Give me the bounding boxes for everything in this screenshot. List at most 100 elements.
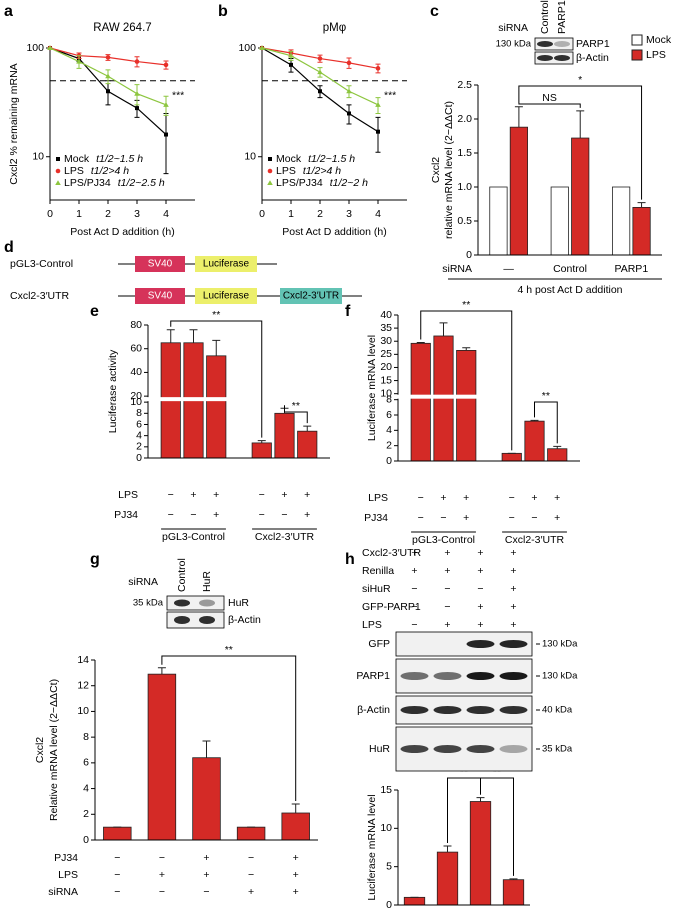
x-axis-label: Post Act D addition (h) <box>282 226 386 238</box>
point <box>105 73 111 79</box>
condition-sign: − <box>168 489 174 501</box>
blot-row-label: β-Actin <box>576 52 609 64</box>
condition-sign: + <box>304 509 310 521</box>
blot-band <box>499 672 528 680</box>
error-bar <box>514 106 523 128</box>
y-tick-label: 6 <box>83 757 89 769</box>
y-tick-label: 2.0 <box>457 113 472 125</box>
condition-sign: − <box>259 489 265 501</box>
significance-label: ** <box>225 644 233 656</box>
point <box>259 45 265 50</box>
condition-sign: + <box>293 852 299 864</box>
condition-sign: − <box>509 512 515 524</box>
blot-row-label: GFP <box>368 638 390 650</box>
bar <box>571 137 590 256</box>
legend-marker <box>267 180 273 185</box>
condition-sign: + <box>159 869 165 881</box>
condition-sign: − <box>444 601 450 613</box>
error-bar <box>530 419 539 422</box>
condition-sign: − <box>190 509 196 521</box>
error-bar <box>163 112 169 175</box>
condition-name: LPS <box>58 869 78 881</box>
y-tick-label: 4 <box>386 424 392 436</box>
legend-half-life: t1/2~1.5 h <box>308 153 355 165</box>
point <box>134 90 140 96</box>
blot-band <box>499 745 528 753</box>
legend-half-life: t1/2~2 h <box>330 177 368 189</box>
x-axis-label: Post Act D addition (h) <box>70 226 174 238</box>
bar <box>456 350 477 462</box>
point <box>289 62 293 67</box>
category-title: siRNA <box>442 263 472 275</box>
point <box>135 106 139 111</box>
condition-sign: + <box>293 869 299 881</box>
legend-label: Mock <box>646 34 672 46</box>
blot-lane-label: PARP1 <box>556 0 568 34</box>
y-tick-label: 6 <box>386 409 392 421</box>
blot-row-label: HuR <box>369 743 390 755</box>
bar <box>403 896 426 906</box>
condition-sign: + <box>477 601 483 613</box>
y-tick-label: 15 <box>380 784 392 796</box>
y-axis-label: relative mRNA level (2−ΔΔCt) <box>443 101 455 239</box>
point <box>346 88 352 94</box>
point <box>317 56 323 61</box>
significance-label: ** <box>493 766 501 778</box>
y-tick-label: 10 <box>77 705 89 717</box>
legend-label: Mock <box>276 153 302 165</box>
y-tick-label: 0 <box>83 834 89 846</box>
y-tick-label: 14 <box>77 654 89 666</box>
condition-sign: + <box>444 565 450 577</box>
bar <box>632 206 651 256</box>
condition-sign: + <box>440 492 446 504</box>
condition-sign: + <box>463 492 469 504</box>
legend-half-life: t1/2>4 h <box>91 165 129 177</box>
y-tick-label: 2.5 <box>457 79 472 91</box>
panel-letter: e <box>90 303 99 320</box>
legend-marker <box>55 168 61 174</box>
significance-bracket <box>170 320 263 438</box>
y-tick-label: 40 <box>130 366 142 378</box>
error-bar <box>439 322 448 336</box>
construct-element <box>195 256 257 272</box>
construct-element-label: Luciferase <box>203 259 250 270</box>
blot-row-label: PARP1 <box>576 38 610 50</box>
point <box>134 59 140 64</box>
y-tick-label: 100 <box>238 42 256 54</box>
legend-half-life: t1/2~1.5 h <box>96 153 143 165</box>
group-label: Cxcl2-3′UTR <box>505 534 565 546</box>
x-tick-label: 0 <box>47 208 53 220</box>
y-axis-label: Cxcl2 <box>34 737 46 763</box>
condition-sign: + <box>293 886 299 898</box>
x-tick-label: 3 <box>134 208 140 220</box>
condition-sign: − <box>411 583 417 595</box>
point <box>105 55 111 60</box>
category-label: PARP1 <box>615 263 649 275</box>
panel-letter: g <box>90 551 100 568</box>
y-tick-label: 6 <box>136 418 142 430</box>
legend-label: LPS <box>276 165 296 177</box>
blot-lane-label: HuR <box>201 571 213 592</box>
legend-swatch <box>631 49 643 61</box>
panel-letter: h <box>345 551 355 568</box>
error-bar <box>476 797 485 802</box>
construct-element <box>135 288 185 304</box>
x-tick-label: 3 <box>346 208 352 220</box>
error-bar <box>212 339 221 356</box>
significance-bracket <box>420 310 513 451</box>
condition-sign: − <box>477 583 483 595</box>
error-bar <box>375 116 381 153</box>
significance-label: ** <box>462 299 470 311</box>
bar <box>502 879 525 906</box>
error-bar <box>202 740 211 758</box>
y-tick-label: 20 <box>380 361 392 373</box>
blot-band <box>466 640 495 648</box>
construct-element-label: SV40 <box>148 259 173 270</box>
condition-sign: − <box>159 886 165 898</box>
y-tick-label: 0 <box>466 249 472 261</box>
construct-name: Cxcl2-3′UTR <box>10 290 70 302</box>
blot-title: siRNA <box>128 576 158 588</box>
construct-element <box>135 256 185 272</box>
